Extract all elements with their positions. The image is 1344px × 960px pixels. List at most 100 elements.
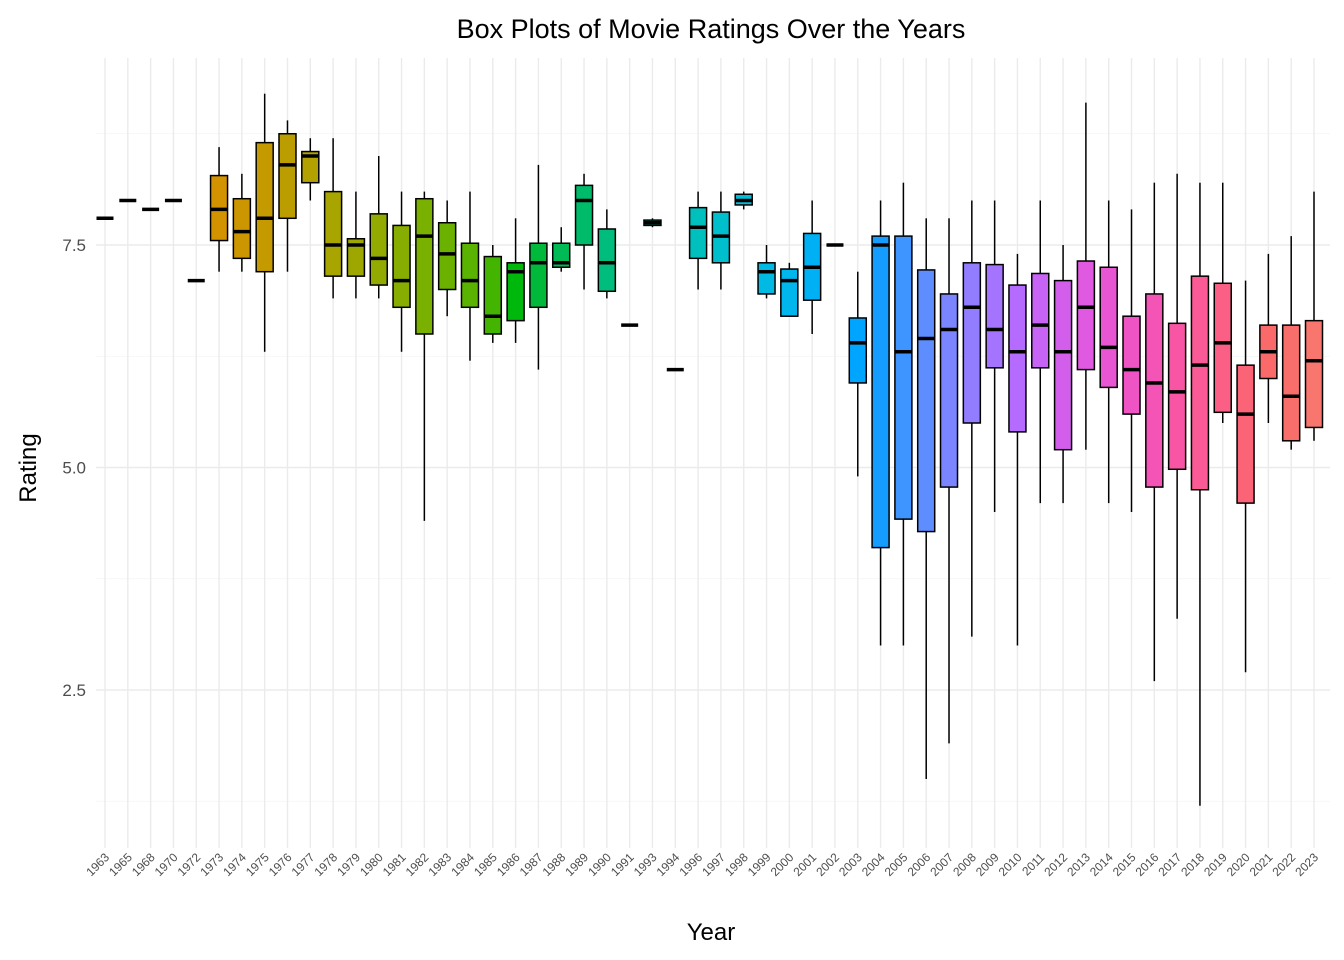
x-tick-label: 2021 (1247, 850, 1276, 879)
iqr-box (1076, 260, 1096, 371)
box-2001 (802, 200, 822, 334)
iqr-box (985, 263, 1004, 369)
x-tick-label: 1997 (699, 850, 728, 879)
x-tick-label: 2008 (950, 850, 979, 879)
box-1978 (323, 138, 343, 299)
x-tick-label: 1994 (654, 850, 683, 879)
box-2022 (1281, 236, 1301, 450)
iqr-box (1145, 293, 1164, 488)
box-1999 (757, 245, 776, 299)
y-tick-label: 5.0 (62, 459, 86, 478)
x-tick-label: 2022 (1270, 850, 1299, 879)
x-tick-label: 1973 (197, 850, 226, 879)
x-tick-label: 2009 (973, 850, 1002, 879)
box-2016 (1145, 182, 1164, 682)
iqr-box (871, 235, 890, 549)
box-2000 (780, 262, 799, 317)
x-tick-label: 1974 (220, 850, 249, 879)
x-tick-label: 2012 (1041, 850, 1070, 879)
x-tick-label: 1990 (585, 850, 614, 879)
x-tick-label: 1977 (289, 850, 318, 879)
iqr-box (1031, 272, 1050, 369)
iqr-box (232, 197, 252, 260)
x-tick-label: 1998 (722, 850, 751, 879)
iqr-box (688, 206, 708, 260)
iqr-box (916, 269, 936, 533)
box-1982 (415, 191, 434, 521)
x-tick-label: 2005 (882, 850, 911, 879)
box-2005 (894, 182, 913, 646)
box-2023 (1304, 191, 1324, 441)
box-1986 (506, 218, 525, 343)
iqr-box (323, 190, 343, 277)
iqr-box (529, 242, 548, 309)
iqr-box (597, 228, 617, 293)
box-2019 (1213, 182, 1233, 423)
box-1983 (437, 200, 457, 317)
box-2018 (1190, 182, 1210, 806)
box-2012 (1053, 245, 1073, 504)
iqr-box (1167, 322, 1187, 471)
iqr-box (1099, 266, 1118, 389)
x-tick-label: 2011 (1019, 850, 1047, 878)
x-tick-label: 2016 (1133, 850, 1162, 879)
box-1976 (278, 120, 297, 272)
box-2017 (1167, 173, 1187, 619)
x-tick-label: 1991 (608, 850, 637, 879)
x-tick-label: 1988 (540, 850, 569, 879)
box-series (96, 93, 1324, 806)
box-2006 (916, 218, 936, 779)
box-1984 (460, 191, 480, 361)
x-tick-label: 2020 (1224, 850, 1253, 879)
x-tick-label: 1981 (380, 850, 409, 879)
iqr-box (483, 255, 503, 335)
x-tick-label: 1996 (676, 850, 705, 879)
box-2021 (1259, 253, 1278, 423)
iqr-box (780, 268, 799, 317)
x-tick-label: 1987 (517, 850, 546, 879)
iqr-box (1008, 284, 1027, 433)
box-1996 (688, 191, 708, 290)
box-2013 (1076, 102, 1096, 450)
box-2014 (1099, 200, 1118, 504)
box-2008 (962, 200, 982, 637)
x-tick-label: 1986 (494, 850, 523, 879)
iqr-box (894, 235, 913, 520)
box-2009 (985, 200, 1004, 512)
iqr-box (301, 150, 320, 184)
x-axis-ticks: 1963196519681970197219731974197519761977… (83, 850, 1321, 879)
chart-title: Box Plots of Movie Ratings Over the Year… (457, 14, 966, 44)
box-1987 (529, 164, 548, 370)
iqr-box (757, 262, 776, 295)
iqr-box (962, 262, 982, 424)
box-2011 (1031, 200, 1050, 504)
x-tick-label: 2017 (1155, 850, 1184, 879)
x-tick-label: 2013 (1064, 850, 1093, 879)
iqr-box (278, 133, 297, 220)
box-2015 (1122, 209, 1141, 512)
box-1988 (551, 227, 571, 272)
iqr-box (1122, 315, 1141, 415)
box-2020 (1236, 280, 1255, 673)
y-axis-ticks: 2.5 5.0 7.5 (62, 236, 86, 700)
x-tick-label: 1985 (471, 850, 500, 879)
box-2004 (871, 200, 890, 646)
y-tick-label: 7.5 (62, 236, 86, 255)
iqr-box (1190, 275, 1210, 491)
x-tick-label: 2023 (1292, 850, 1321, 879)
x-tick-label: 1980 (357, 850, 386, 879)
x-tick-label: 1970 (152, 850, 181, 879)
x-tick-label: 2002 (813, 850, 842, 879)
iqr-box (1304, 319, 1324, 429)
box-2003 (848, 271, 868, 477)
x-tick-label: 2004 (859, 850, 888, 879)
x-tick-label: 2014 (1087, 850, 1116, 879)
x-tick-label: 1976 (266, 850, 295, 879)
x-tick-label: 1979 (334, 850, 363, 879)
box-1973 (209, 147, 229, 272)
x-tick-label: 2015 (1110, 850, 1139, 879)
x-tick-label: 2010 (996, 850, 1025, 879)
x-tick-label: 2018 (1178, 850, 1207, 879)
iqr-box (1281, 324, 1301, 442)
